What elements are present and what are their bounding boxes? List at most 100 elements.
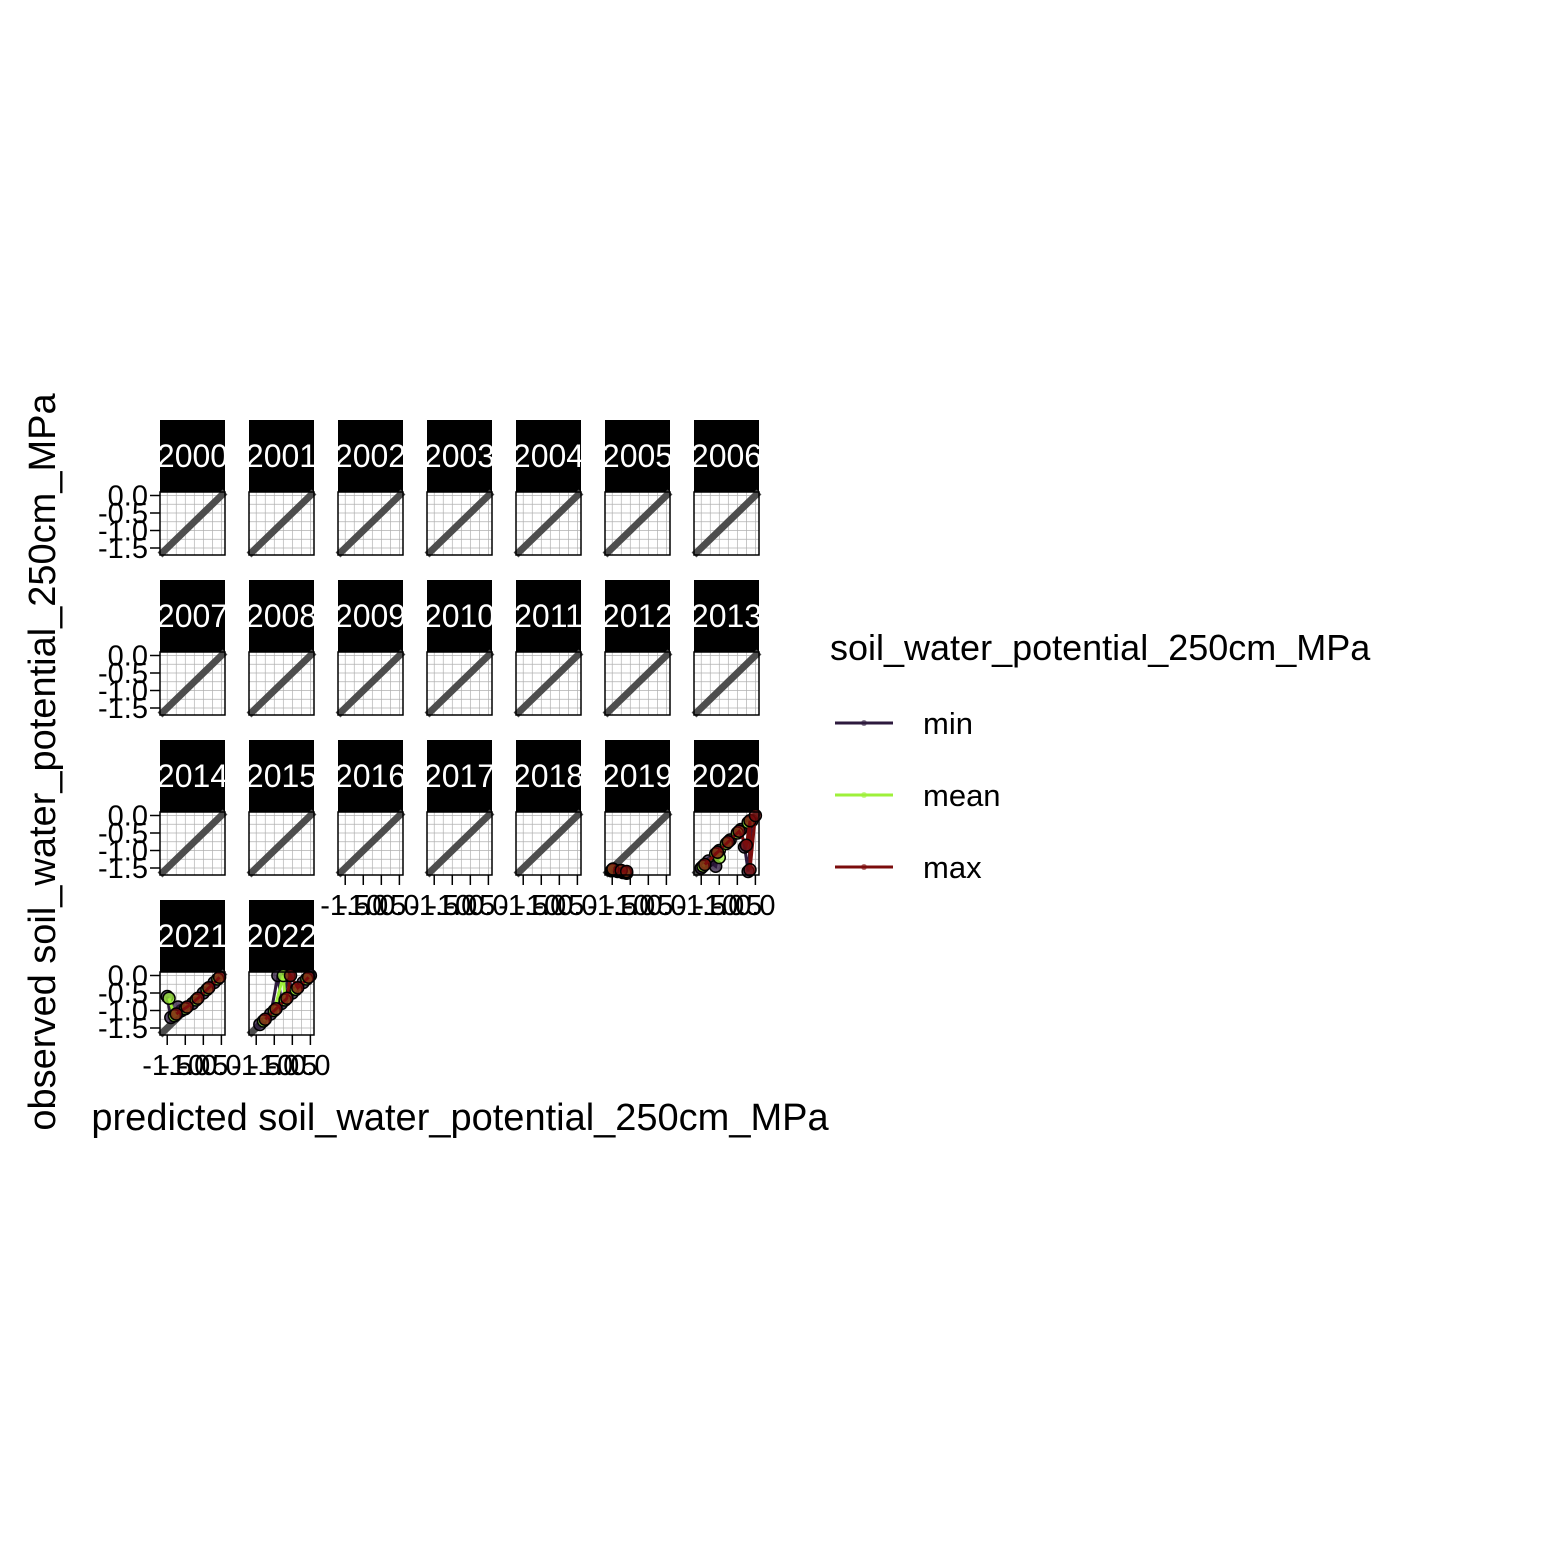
x-axis: -1.5-1.0-0.50.0 [498, 875, 598, 922]
panel-border [337, 651, 404, 716]
facet-2016: 2016 -1.5-1.0-0.50.0 [320, 740, 420, 922]
x-tick-label: 0.0 [557, 890, 597, 922]
y-tick-label: -0.5 [98, 978, 148, 1010]
data-point [732, 824, 746, 838]
panel-border [515, 811, 582, 876]
data-point [212, 970, 227, 984]
data-point [291, 981, 305, 995]
panel-border [604, 811, 671, 876]
x-tick-label: -0.5 [534, 890, 584, 922]
facet-strip [160, 740, 225, 812]
legend-item-max: max [835, 850, 982, 885]
panel-border [426, 811, 493, 876]
data-point [180, 1000, 194, 1014]
data-point [710, 845, 725, 859]
facet-strip [249, 420, 314, 492]
reference-line [602, 489, 673, 558]
y-tick-label: -1.5 [98, 693, 148, 725]
facet-strip-label: 2011 [514, 598, 583, 634]
panel-border [248, 811, 315, 876]
x-tick-label: -0.5 [178, 1050, 228, 1082]
facet-strip-label: 2004 [513, 438, 584, 474]
reference-line [335, 809, 406, 878]
facet-strip-label: 2006 [691, 438, 762, 474]
x-tick-label: -1.0 [605, 890, 655, 922]
facet-strip-label: 2017 [424, 758, 495, 794]
facet-strip-label: 2019 [602, 758, 673, 794]
facet-strip-label: 2002 [335, 438, 406, 474]
x-tick-label: -1.0 [160, 1050, 210, 1082]
facet-2014: 2014 -1.5-1.0-0.50.0 [98, 740, 228, 885]
data-point [191, 991, 205, 1005]
data-point [743, 863, 757, 877]
x-axis: -1.5-1.0-0.50.0 [142, 1035, 242, 1082]
panel-grid [338, 812, 403, 875]
facet-strip [160, 580, 225, 652]
y-tick-label: -1.5 [98, 853, 148, 885]
x-tick-label: -1.5 [676, 890, 726, 922]
legend-key-point [861, 792, 867, 798]
panel-grid [516, 812, 581, 875]
panel-border [248, 651, 315, 716]
facet-strip [427, 740, 492, 812]
y-tick-label: -1.5 [98, 533, 148, 565]
x-tick-label: 0.0 [735, 890, 775, 922]
facet-strip-label: 2000 [157, 438, 228, 474]
panel-border [693, 651, 760, 716]
facet-strip [427, 580, 492, 652]
facet-2004: 2004 [513, 420, 584, 558]
y-axis: -1.5-1.0-0.50.0 [98, 961, 160, 1045]
reference-line [157, 489, 228, 558]
panel-border [337, 491, 404, 556]
legend-label: mean [923, 778, 1001, 813]
x-tick-label: -1.5 [142, 1050, 192, 1082]
x-tick-label: -1.5 [498, 890, 548, 922]
y-axis: -1.5-1.0-0.50.0 [98, 641, 160, 725]
x-tick-label: -1.0 [516, 890, 566, 922]
facet-2019: 2019 -1.5-1.0-0.50.0 [587, 740, 687, 922]
facet-strip-label: 2009 [335, 598, 406, 634]
facet-2009: 2009 [335, 580, 406, 718]
y-tick-label: 0.0 [108, 641, 148, 673]
legend-item-mean: mean [835, 778, 1001, 813]
data-point [280, 991, 294, 1005]
y-tick-label: -1.0 [98, 836, 148, 868]
legend: soil_water_potential_250cm_MPa min mean ma… [830, 627, 1371, 885]
x-tick-label: -1.0 [338, 890, 388, 922]
data-point [258, 1012, 272, 1026]
reference-line [424, 649, 495, 718]
reference-line [335, 649, 406, 718]
facet-strip [338, 580, 403, 652]
facet-strip [249, 740, 314, 812]
legend-item-min: min [835, 706, 973, 741]
facet-2011: 2011 [513, 580, 584, 718]
data-point [301, 970, 316, 984]
reference-line [602, 649, 673, 718]
facet-strip-label: 2010 [424, 598, 495, 634]
y-tick-label: -1.0 [98, 996, 148, 1028]
x-axis: -1.5-1.0-0.50.0 [320, 875, 420, 922]
y-tick-label: -1.0 [98, 676, 148, 708]
facet-strip-label: 2001 [246, 438, 317, 474]
facet-strip [516, 420, 581, 492]
reference-line [513, 809, 584, 878]
series-max [169, 970, 227, 1021]
reference-line [513, 649, 584, 718]
data-point [739, 838, 754, 852]
panel-border [159, 971, 226, 1036]
panel-border [159, 811, 226, 876]
facet-2003: 2003 [424, 420, 495, 558]
facet-strip-label: 2015 [246, 758, 317, 794]
facet-2018: 2018 -1.5-1.0-0.50.0 [498, 740, 598, 922]
x-tick-label: -1.5 [409, 890, 459, 922]
y-axis: -1.5-1.0-0.50.0 [98, 801, 160, 885]
facet-strip [338, 740, 403, 812]
facet-strip [338, 420, 403, 492]
legend-label: max [923, 850, 982, 885]
series-max [606, 862, 634, 879]
facet-strip [694, 420, 759, 492]
reference-line [335, 489, 406, 558]
y-tick-label: -1.0 [98, 516, 148, 548]
